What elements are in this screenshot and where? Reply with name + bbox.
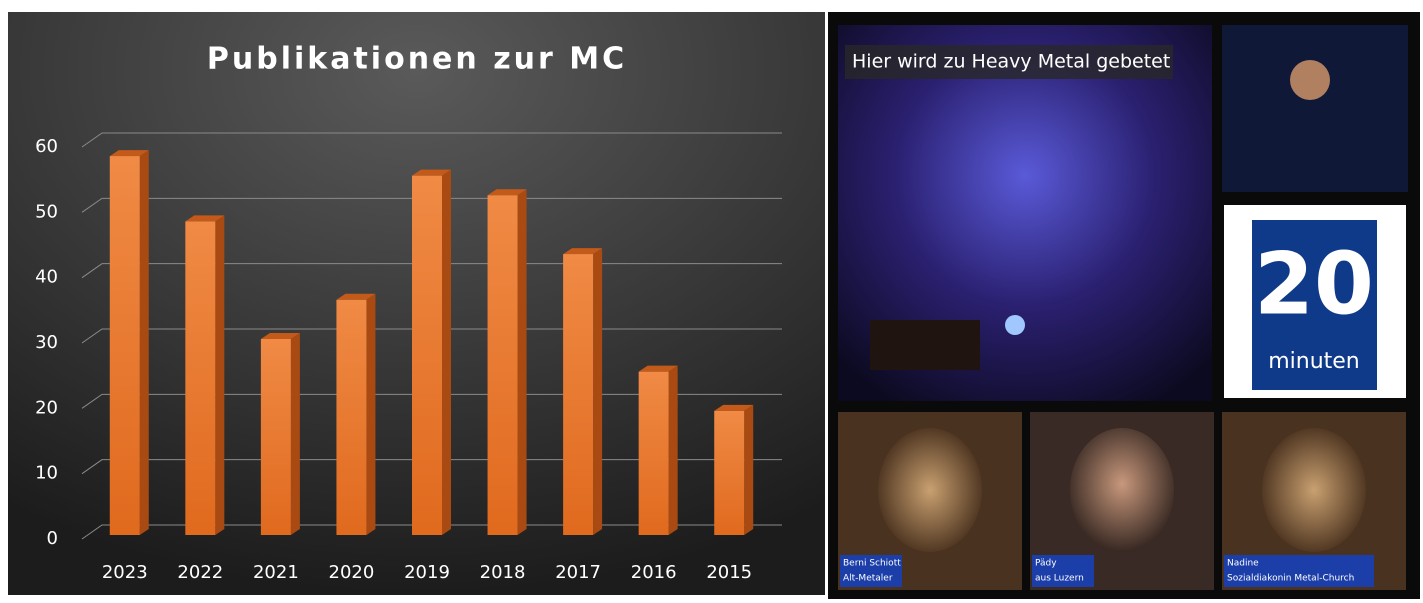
chart-title: Publikationen zur MC: [207, 42, 627, 77]
bar-top: [336, 293, 376, 300]
bar-front: [714, 410, 745, 535]
grid-line: [81, 459, 782, 475]
interview-face: [1262, 428, 1366, 552]
caption-name: Nadine: [1227, 559, 1259, 569]
bar-top: [185, 215, 225, 222]
stage-light: [1005, 315, 1025, 335]
grid-line: [81, 132, 782, 148]
speaker-photo: [1222, 25, 1408, 192]
bar-front: [563, 254, 594, 536]
bar-side: [442, 169, 451, 535]
y-tick-label: 40: [35, 267, 58, 288]
bar: [487, 189, 527, 535]
bar-side: [668, 365, 678, 535]
logo-word: minuten: [1268, 349, 1360, 374]
caption-role: Alt-Metaler: [843, 574, 893, 584]
x-tick-label: 2016: [631, 562, 677, 583]
y-tick-label: 30: [35, 332, 58, 353]
x-tick-label: 2015: [706, 562, 752, 583]
x-tick-label: 2017: [555, 562, 601, 583]
bar: [714, 404, 754, 535]
x-tick-label: 2018: [480, 562, 526, 583]
logo: [1252, 220, 1377, 390]
grid-line: [81, 263, 782, 279]
x-tick-label: 2022: [177, 562, 223, 583]
y-tick-label: 0: [47, 528, 58, 549]
caption-box: [1224, 555, 1374, 587]
bar: [185, 215, 225, 535]
bar-top: [563, 248, 603, 255]
x-tick-label: 2019: [404, 562, 450, 583]
bar-top: [412, 169, 451, 176]
bar-front: [260, 339, 291, 535]
bar: [336, 293, 376, 535]
interview-face: [1070, 428, 1174, 552]
bar: [638, 365, 678, 535]
caption-box: [840, 555, 902, 587]
bar-side: [139, 150, 149, 536]
headline: Hier wird zu Heavy Metal gebetet: [852, 51, 1170, 73]
bar-front: [336, 299, 367, 535]
grid-line: [81, 393, 782, 409]
y-tick-label: 50: [35, 201, 58, 222]
speaker-head: [1290, 60, 1330, 100]
bar-front: [638, 371, 669, 535]
grid-line: [81, 328, 782, 344]
caption-box: [1032, 555, 1094, 587]
bar: [412, 169, 451, 535]
y-tick-label: 10: [35, 463, 58, 484]
bar-side: [744, 404, 754, 535]
grid-line: [81, 197, 782, 213]
caption-name: Pädy: [1035, 559, 1057, 569]
grid-line: [81, 524, 782, 540]
caption-role: aus Luzern: [1035, 574, 1084, 584]
bar-top: [638, 365, 678, 372]
bar: [260, 333, 300, 535]
bar-front: [487, 195, 518, 535]
candles: [870, 320, 980, 370]
x-tick-label: 2020: [329, 562, 375, 583]
bar-side: [593, 248, 603, 536]
bar-side: [366, 293, 376, 535]
bar-side: [517, 189, 527, 535]
x-tick-label: 2021: [253, 562, 299, 583]
bar-front: [109, 156, 140, 536]
interviews: Berni Schiott Alt-Metaler Pädy aus Luzern Na…: [838, 412, 1406, 590]
bar: [563, 248, 603, 536]
y-tick-label: 20: [35, 397, 58, 418]
y-tick-label: 60: [35, 136, 58, 157]
plot: 0 10 20 30 40 50 60 2023 2022 2021 2020 2019 2018 201…: [35, 132, 782, 583]
caption-role: Sozialdiakonin Metal-Church: [1227, 574, 1354, 584]
logo-number: 20: [1254, 234, 1374, 334]
interview-face: [878, 428, 982, 552]
bar-side: [215, 215, 225, 535]
bar-front: [412, 175, 442, 535]
bar-top: [487, 189, 527, 196]
bar-front: [185, 221, 216, 535]
bar-top: [109, 150, 149, 157]
bar-top: [714, 404, 754, 411]
caption-name: Berni Schiott: [843, 559, 901, 569]
x-tick-label: 2023: [102, 562, 148, 583]
bar-side: [290, 333, 300, 535]
bar: [109, 150, 149, 536]
headline-box: [845, 45, 1173, 79]
bar-top: [260, 333, 300, 339]
